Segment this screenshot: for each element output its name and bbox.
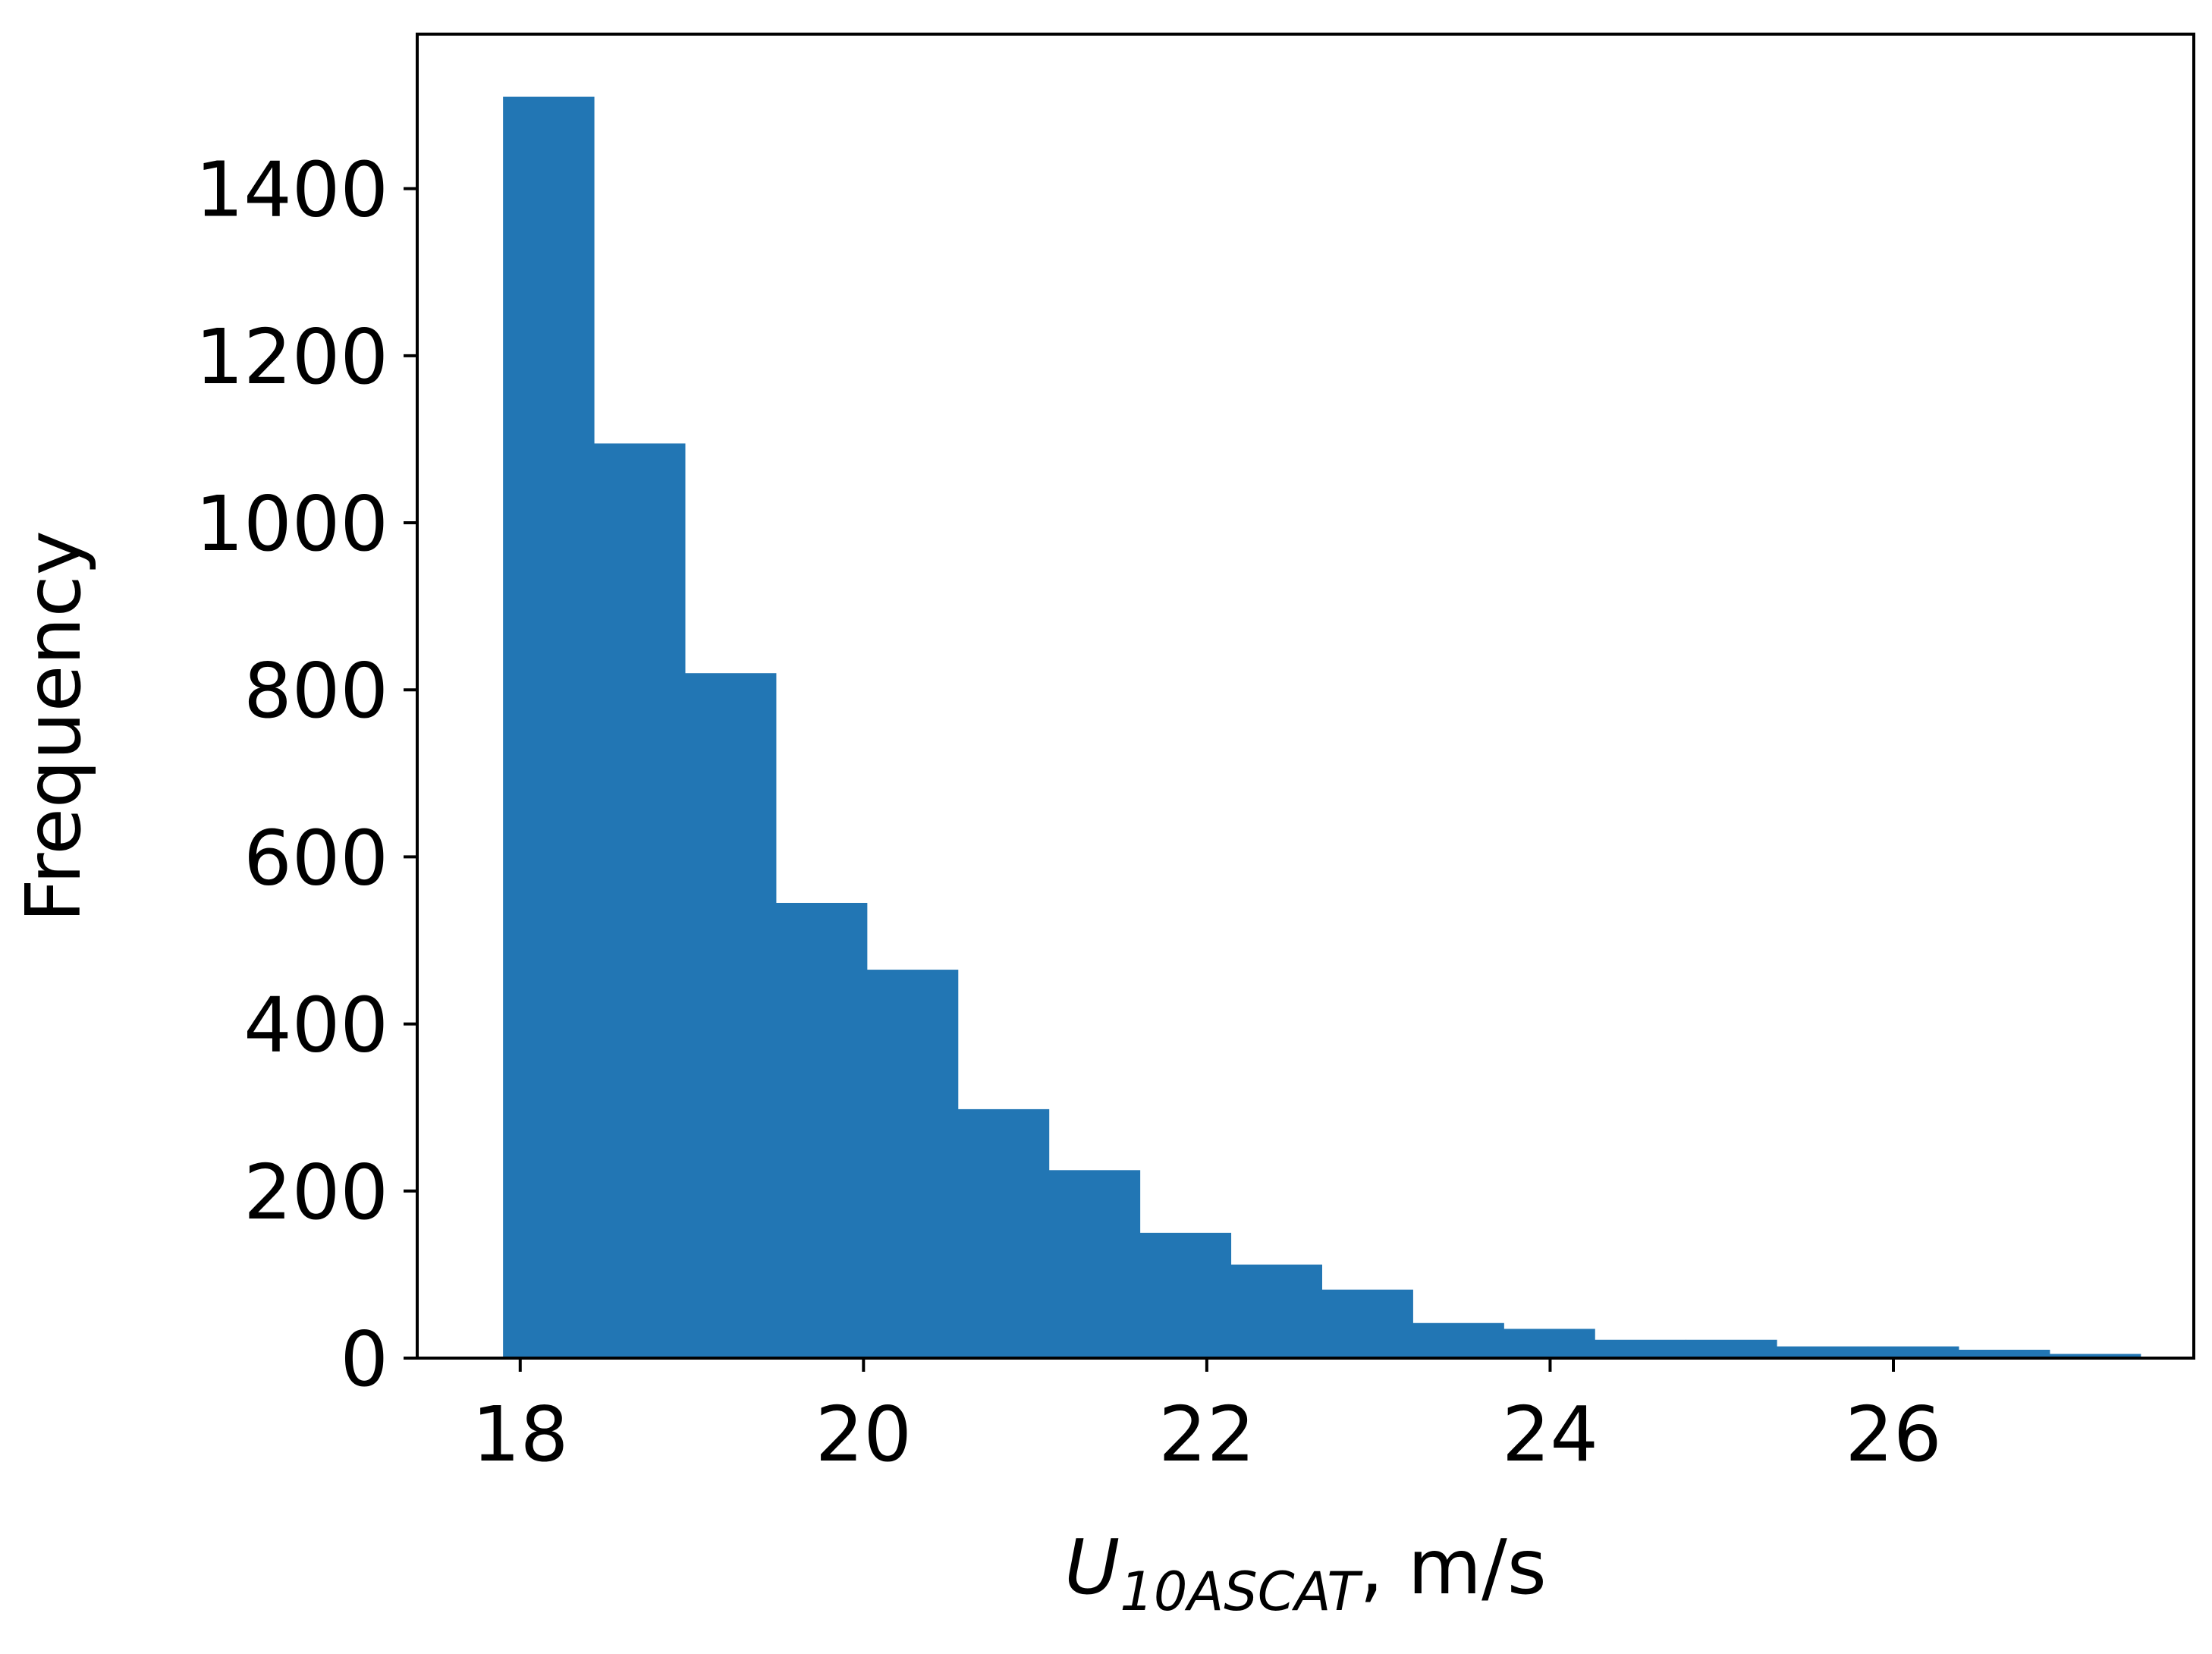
x-tick-label: 20 [815, 1390, 912, 1479]
x-tick-label: 26 [1845, 1390, 1941, 1479]
y-axis-ticks: 0 200 400 600 800 1000 1200 1400 [196, 146, 417, 1404]
histogram-bar [1230, 1264, 1322, 1358]
histogram-bar [1139, 1232, 1232, 1358]
histogram-bar [775, 902, 868, 1358]
histogram-bar [1777, 1346, 1868, 1358]
histogram-bar [866, 970, 959, 1358]
histogram-bars [503, 96, 2141, 1359]
y-axis-label: Frequency [9, 530, 98, 923]
histogram-bar [684, 673, 777, 1358]
plot-frame [416, 33, 2195, 1360]
histogram-bar [503, 96, 595, 1359]
histogram-bar [1958, 1349, 2050, 1358]
x-tick-label: 22 [1158, 1390, 1255, 1479]
y-tick-label: 0 [340, 1315, 388, 1404]
histogram-bar [957, 1108, 1050, 1358]
x-axis-label-main: U [1064, 1523, 1120, 1612]
x-axis-label: U10ASCAT, m/s [1064, 1523, 1547, 1623]
histogram-bar [1595, 1339, 1686, 1358]
x-tick-label: 24 [1502, 1390, 1598, 1479]
histogram-bar [1321, 1289, 1413, 1358]
histogram-bar [1412, 1322, 1504, 1358]
x-axis-label-unit: , m/s [1359, 1523, 1547, 1612]
histogram-bar [1048, 1170, 1141, 1358]
histogram-bar [2049, 1354, 2141, 1358]
y-tick-label: 1200 [196, 313, 389, 401]
y-tick-label: 1000 [196, 480, 389, 568]
y-tick-label: 800 [244, 646, 388, 735]
y-tick-label: 1400 [196, 146, 389, 234]
y-tick-label: 400 [244, 981, 388, 1070]
histogram-bar [1868, 1346, 1959, 1358]
y-tick-label: 600 [244, 813, 388, 902]
histogram-bar [1503, 1329, 1595, 1358]
x-axis-ticks: 18 20 22 24 26 [472, 1358, 1942, 1479]
histogram-bar [594, 443, 686, 1358]
histogram-bar [1686, 1339, 1777, 1358]
x-tick-label: 18 [472, 1390, 568, 1479]
y-tick-label: 200 [244, 1148, 388, 1237]
x-axis-label-subscript: 10ASCAT [1120, 1561, 1363, 1623]
